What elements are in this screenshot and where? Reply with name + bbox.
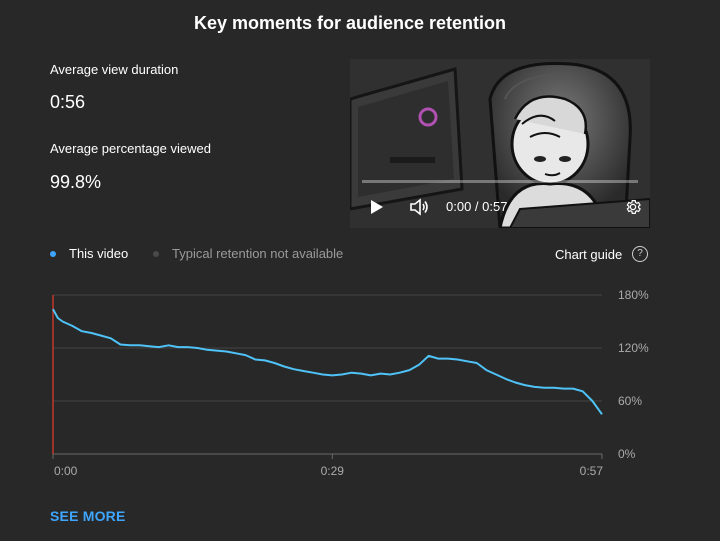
video-thumbnail bbox=[350, 59, 650, 228]
avg-view-duration-value: 0:56 bbox=[50, 92, 86, 112]
y-tick-label: 180% bbox=[618, 288, 649, 302]
x-tick-label: 0:00 bbox=[54, 464, 78, 478]
video-progress-bar[interactable] bbox=[362, 180, 638, 183]
y-tick-label: 0% bbox=[618, 447, 636, 461]
video-time-display: 0:00 / 0:57 bbox=[446, 199, 508, 214]
legend-dot-typical bbox=[153, 250, 159, 257]
retention-line-this-video[interactable] bbox=[52, 308, 603, 415]
y-tick-label: 60% bbox=[618, 394, 642, 408]
x-tick-label: 0:29 bbox=[321, 464, 345, 478]
chart-guide-link[interactable]: Chart guide bbox=[555, 247, 623, 262]
settings-gear-icon[interactable] bbox=[624, 198, 642, 216]
see-more-button[interactable]: SEE MORE bbox=[50, 508, 126, 524]
legend-this-video-label: This video bbox=[69, 246, 129, 261]
volume-icon[interactable] bbox=[410, 198, 430, 216]
video-player[interactable]: 0:00 / 0:57 bbox=[350, 59, 650, 228]
avg-percentage-viewed-label: Average percentage viewed bbox=[50, 141, 211, 156]
page-title: Key moments for audience retention bbox=[193, 13, 507, 33]
retention-chart[interactable]: 180% 120% 60% 0% 0:00 0:29 0:57 bbox=[0, 280, 720, 480]
avg-view-duration-label: Average view duration bbox=[50, 62, 179, 77]
legend-this-video: This video bbox=[50, 246, 128, 261]
x-tick-label: 0:57 bbox=[580, 464, 604, 478]
play-icon[interactable] bbox=[370, 199, 384, 215]
help-icon[interactable]: ? bbox=[632, 246, 648, 262]
legend-typical-label: Typical retention not available bbox=[172, 246, 344, 261]
y-tick-label: 120% bbox=[618, 341, 649, 355]
legend-typical-retention: Typical retention not available bbox=[153, 246, 343, 261]
avg-percentage-viewed-value: 99.8% bbox=[50, 172, 102, 192]
legend-dot-this-video bbox=[50, 250, 56, 257]
